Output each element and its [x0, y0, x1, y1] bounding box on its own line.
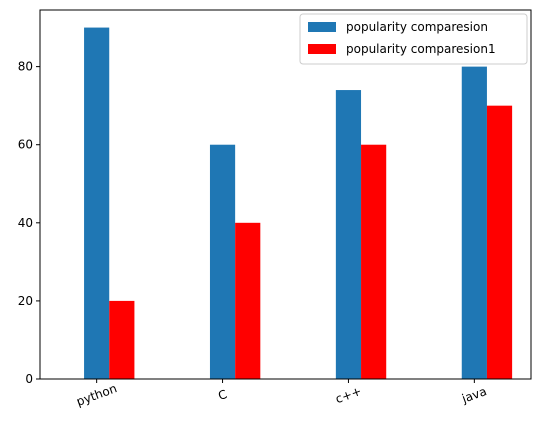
legend-label-popularity-comparesion: popularity comparesion	[346, 20, 488, 34]
bar-C-series-1	[209, 144, 236, 379]
bar-c-series-1	[335, 90, 362, 380]
legend-swatch-popularity-comparesion1	[308, 44, 336, 54]
bar-C-series-2	[235, 222, 261, 379]
bar-python-series-2	[109, 300, 135, 379]
y-axis: 0 20 40 60 80	[18, 60, 40, 386]
y-tick-label: 60	[18, 138, 33, 152]
x-tick-label-C: C	[216, 387, 229, 403]
axes-frame	[39, 9, 532, 380]
x-tick-label-java: java	[459, 384, 488, 406]
bar-python-series-1	[84, 27, 110, 379]
legend: popularity comparesion popularity compar…	[299, 13, 528, 65]
bar-java-series-1	[461, 66, 487, 380]
y-tick-label: 80	[18, 60, 33, 74]
y-tick-label: 20	[18, 294, 33, 308]
x-tick-label-c: c++	[334, 384, 364, 406]
x-tick-label-python: python	[75, 381, 119, 409]
legend-swatch-popularity-comparesion	[308, 22, 336, 32]
legend-box	[299, 13, 528, 65]
bar-java-series-2	[486, 105, 513, 380]
bars-group	[84, 27, 513, 380]
legend-label-popularity-comparesion1: popularity comparesion1	[346, 42, 496, 56]
y-tick-label: 0	[25, 372, 33, 386]
bar-c-series-2	[361, 144, 387, 379]
y-tick-label: 40	[18, 216, 33, 230]
